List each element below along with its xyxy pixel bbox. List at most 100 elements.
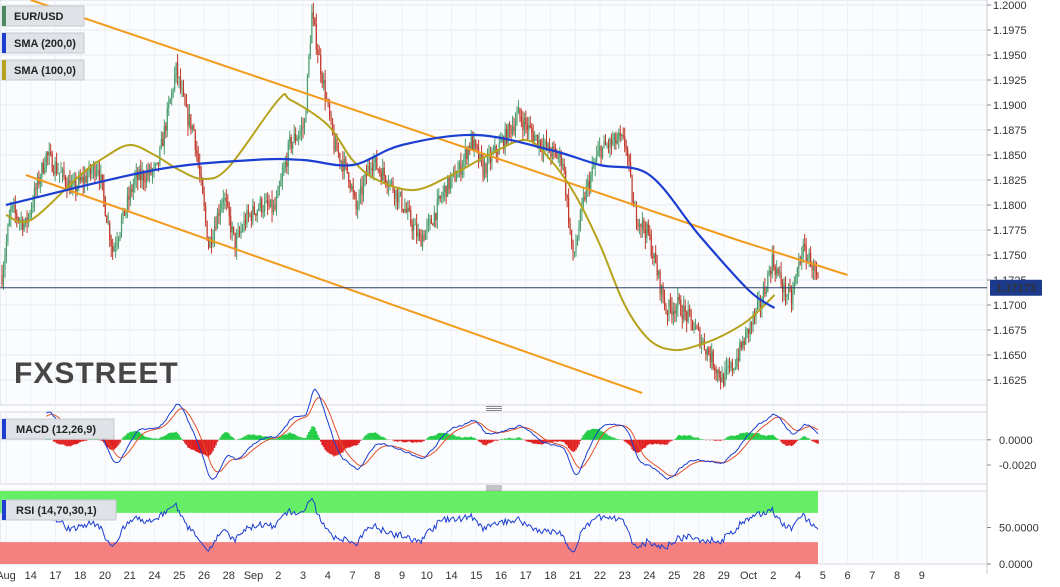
macd-histogram-bar bbox=[181, 439, 183, 440]
macd-histogram-bar bbox=[225, 432, 228, 440]
macd-histogram-bar bbox=[136, 431, 139, 440]
macd-histogram-bar bbox=[677, 435, 679, 440]
candle-body bbox=[91, 170, 93, 174]
candle-body bbox=[560, 152, 562, 166]
candle-body bbox=[231, 226, 233, 233]
candle-body bbox=[175, 62, 177, 76]
macd-histogram-bar bbox=[587, 430, 589, 440]
candle-body bbox=[532, 132, 534, 142]
candle-body bbox=[765, 291, 767, 294]
macd-histogram-bar bbox=[765, 436, 768, 440]
macd-histogram-bar bbox=[662, 439, 664, 445]
macd-histogram-bar bbox=[641, 439, 644, 450]
macd-histogram-bar bbox=[696, 437, 698, 440]
macd-histogram-bar bbox=[175, 431, 177, 440]
candle-body bbox=[281, 173, 283, 181]
candle-body bbox=[207, 240, 210, 248]
candle-body bbox=[236, 235, 238, 251]
candle-body bbox=[615, 133, 617, 144]
candle-body bbox=[534, 136, 536, 142]
macd-histogram-bar bbox=[437, 432, 440, 440]
macd-histogram-bar bbox=[374, 432, 377, 440]
macd-histogram-bar bbox=[193, 439, 195, 450]
macd-histogram-bar bbox=[169, 432, 172, 440]
candle-body bbox=[691, 319, 694, 331]
macd-histogram-bar bbox=[384, 438, 387, 440]
macd-histogram-bar bbox=[656, 439, 658, 445]
candle-body bbox=[792, 290, 794, 304]
legend-swatch bbox=[2, 6, 6, 26]
date-tick-label: 14 bbox=[25, 570, 37, 582]
macd-histogram-bar bbox=[296, 435, 298, 440]
candle-body bbox=[643, 219, 645, 230]
macd-histogram-bar bbox=[567, 439, 570, 448]
candle-body bbox=[84, 175, 86, 184]
macd-histogram-bar bbox=[496, 439, 499, 441]
macd-histogram-bar bbox=[753, 433, 756, 440]
macd-histogram-bar bbox=[591, 428, 594, 440]
macd-histogram-bar bbox=[55, 439, 58, 444]
macd-histogram-bar bbox=[529, 439, 532, 443]
macd-histogram-bar bbox=[426, 438, 428, 440]
candle-body bbox=[69, 180, 71, 194]
candle-body bbox=[379, 169, 381, 173]
candle-body bbox=[681, 315, 683, 320]
macd-histogram-bar bbox=[61, 439, 64, 445]
candle-body bbox=[362, 181, 365, 195]
macd-histogram-bar bbox=[290, 433, 293, 440]
candle-body bbox=[441, 197, 443, 199]
candle-body bbox=[814, 264, 816, 272]
candle-body bbox=[680, 299, 682, 316]
candle-body bbox=[438, 195, 440, 200]
macd-histogram-bar bbox=[85, 439, 87, 441]
candle-body bbox=[317, 49, 319, 55]
candle-body bbox=[684, 305, 686, 312]
macd-histogram-bar bbox=[179, 437, 182, 440]
macd-histogram-bar bbox=[190, 439, 192, 450]
candle-body bbox=[473, 139, 475, 150]
candle-body bbox=[14, 205, 16, 214]
macd-histogram-bar bbox=[163, 435, 166, 440]
candle-body bbox=[4, 256, 6, 270]
date-tick-label: 7 bbox=[869, 570, 875, 582]
date-tick-label: 8 bbox=[894, 570, 900, 582]
candle-body bbox=[489, 154, 492, 163]
candle-body bbox=[107, 222, 109, 224]
macd-histogram-bar bbox=[300, 437, 303, 440]
date-tick-label: 9 bbox=[399, 570, 405, 582]
macd-histogram-bar bbox=[52, 439, 55, 442]
candle-body bbox=[811, 266, 813, 271]
date-tick-label: 28 bbox=[693, 570, 705, 582]
macd-histogram-bar bbox=[164, 435, 167, 440]
candle-body bbox=[296, 138, 298, 141]
macd-histogram-bar bbox=[492, 439, 495, 442]
candle-body bbox=[804, 244, 806, 248]
macd-histogram-bar bbox=[443, 432, 446, 440]
macd-histogram-bar bbox=[527, 439, 530, 442]
macd-histogram-bar bbox=[646, 439, 648, 446]
candle-body bbox=[503, 137, 505, 149]
candle-body bbox=[140, 169, 142, 181]
date-tick-label: 21 bbox=[124, 570, 136, 582]
candle-body bbox=[727, 366, 729, 368]
macd-histogram-bar bbox=[417, 439, 419, 443]
macd-histogram-bar bbox=[226, 432, 229, 440]
candle-body bbox=[54, 162, 56, 174]
candle-body bbox=[601, 146, 604, 158]
macd-histogram-bar bbox=[343, 439, 346, 451]
macd-histogram-bar bbox=[741, 432, 744, 440]
macd-histogram-bar bbox=[250, 435, 253, 440]
macd-histogram-bar bbox=[449, 434, 452, 440]
candle-body bbox=[784, 282, 787, 297]
macd-histogram-bar bbox=[198, 439, 201, 454]
candle-body bbox=[677, 296, 679, 308]
date-tick-label: 10 bbox=[421, 570, 433, 582]
macd-histogram-bar bbox=[719, 439, 722, 441]
macd-histogram-bar bbox=[346, 439, 349, 448]
macd-histogram-bar bbox=[392, 439, 394, 441]
candle-body bbox=[553, 146, 555, 149]
candle-body bbox=[373, 162, 375, 171]
candle-body bbox=[764, 288, 766, 294]
candle-body bbox=[32, 204, 34, 209]
